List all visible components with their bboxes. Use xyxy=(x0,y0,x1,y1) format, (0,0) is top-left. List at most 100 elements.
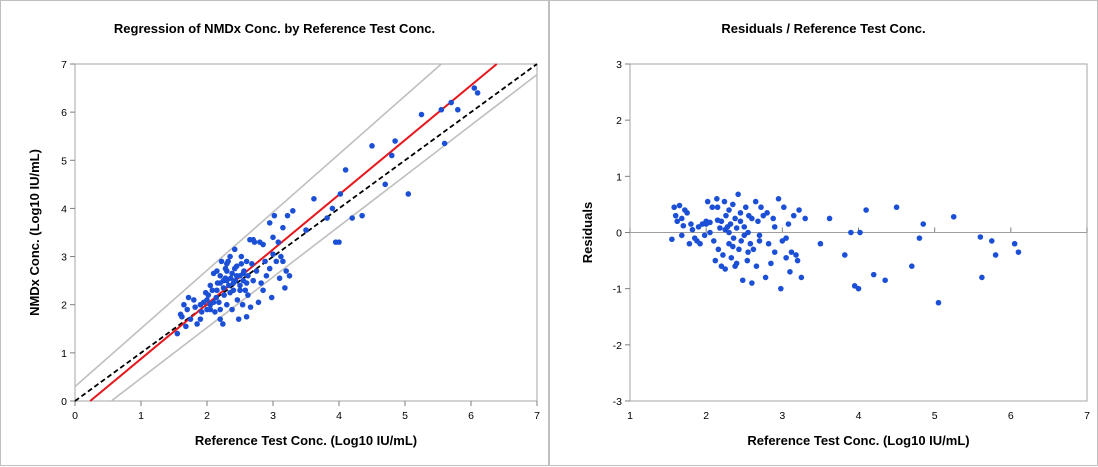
residuals-plot: 1 2 3 4 5 6 7 -3 -2 -1 0 1 2 3 Reference Test Conc. (L… xyxy=(580,59,1090,448)
y-tick-label: 2 xyxy=(616,115,622,127)
data-point xyxy=(212,309,218,315)
data-point xyxy=(992,252,999,258)
data-point xyxy=(775,196,782,202)
data-point xyxy=(202,289,209,296)
x-axis-label: Reference Test Conc. (Log10 IU/mL) xyxy=(747,433,969,448)
data-point xyxy=(183,323,189,330)
data-point xyxy=(217,273,223,279)
data-point xyxy=(237,282,243,289)
data-point xyxy=(214,268,220,274)
data-point xyxy=(739,277,746,284)
data-point xyxy=(286,273,293,279)
chart-title: Residuals / Reference Test Conc. xyxy=(721,21,926,36)
data-point xyxy=(266,220,273,226)
data-point xyxy=(689,226,696,233)
data-point xyxy=(227,289,233,296)
data-point xyxy=(245,273,251,279)
data-point xyxy=(268,294,275,301)
y-tick-label: 0 xyxy=(616,228,622,240)
data-point xyxy=(882,277,888,284)
data-point xyxy=(720,252,726,258)
data-point xyxy=(184,306,190,313)
data-point xyxy=(793,252,799,258)
data-point xyxy=(266,265,273,272)
data-point xyxy=(209,287,216,294)
data-point xyxy=(181,301,187,308)
data-point xyxy=(229,306,235,313)
data-point xyxy=(979,274,985,281)
data-point xyxy=(770,215,776,222)
data-point xyxy=(260,241,266,248)
x-tick-label: 7 xyxy=(1084,410,1090,422)
data-point xyxy=(893,204,900,211)
data-point xyxy=(187,316,194,322)
data-point xyxy=(231,246,238,253)
data-point xyxy=(802,215,808,222)
x-tick-label: 5 xyxy=(932,410,938,422)
data-point xyxy=(278,253,284,260)
data-point xyxy=(303,227,309,233)
data-point xyxy=(756,232,763,239)
data-point xyxy=(755,218,761,225)
data-point xyxy=(369,143,375,149)
data-point xyxy=(260,287,266,294)
data-point xyxy=(245,292,251,298)
data-point xyxy=(841,252,848,258)
data-point xyxy=(253,268,260,274)
data-point xyxy=(243,280,250,286)
data-point xyxy=(191,297,197,303)
data-point xyxy=(726,229,732,236)
data-point xyxy=(726,207,732,213)
data-point xyxy=(738,238,745,244)
data-point xyxy=(765,240,772,247)
data-point xyxy=(336,239,342,245)
data-point xyxy=(217,316,223,322)
data-point xyxy=(217,306,223,313)
x-tick-label: 7 xyxy=(534,410,540,422)
data-point xyxy=(686,240,693,247)
data-point xyxy=(781,204,787,211)
data-point xyxy=(197,316,204,322)
x-tick-label: 1 xyxy=(138,410,144,422)
data-point xyxy=(185,294,192,301)
data-point xyxy=(349,215,356,221)
data-point xyxy=(710,238,717,244)
x-tick-label: 3 xyxy=(779,410,785,422)
data-point xyxy=(916,235,923,241)
data-point xyxy=(749,215,755,222)
data-point xyxy=(735,191,741,198)
data-point xyxy=(239,301,246,308)
data-point xyxy=(737,218,744,225)
data-point xyxy=(207,282,214,289)
data-point xyxy=(745,229,751,236)
plot-area xyxy=(74,63,538,402)
data-point xyxy=(213,294,220,301)
data-point xyxy=(174,330,181,337)
data-point xyxy=(753,263,760,270)
data-point xyxy=(863,207,869,213)
data-point xyxy=(198,309,205,315)
data-point xyxy=(329,205,336,212)
data-point xyxy=(721,198,728,205)
data-point xyxy=(221,292,227,298)
regression-line xyxy=(89,63,498,402)
data-point xyxy=(471,85,478,91)
x-tick-label: 6 xyxy=(1008,410,1014,422)
x-tick-label: 2 xyxy=(703,410,709,422)
data-point xyxy=(749,280,755,286)
data-point xyxy=(741,224,748,230)
data-point xyxy=(712,257,719,264)
data-point xyxy=(747,240,754,247)
data-point xyxy=(672,212,679,219)
data-point xyxy=(280,258,286,265)
data-point xyxy=(736,246,742,253)
data-point xyxy=(258,280,264,286)
data-point xyxy=(730,235,737,241)
data-point xyxy=(855,285,862,292)
data-point xyxy=(794,257,801,264)
y-tick-label: 1 xyxy=(61,348,67,360)
data-point xyxy=(224,260,230,267)
data-point xyxy=(250,236,256,243)
data-point xyxy=(275,239,282,245)
data-point xyxy=(263,273,270,279)
